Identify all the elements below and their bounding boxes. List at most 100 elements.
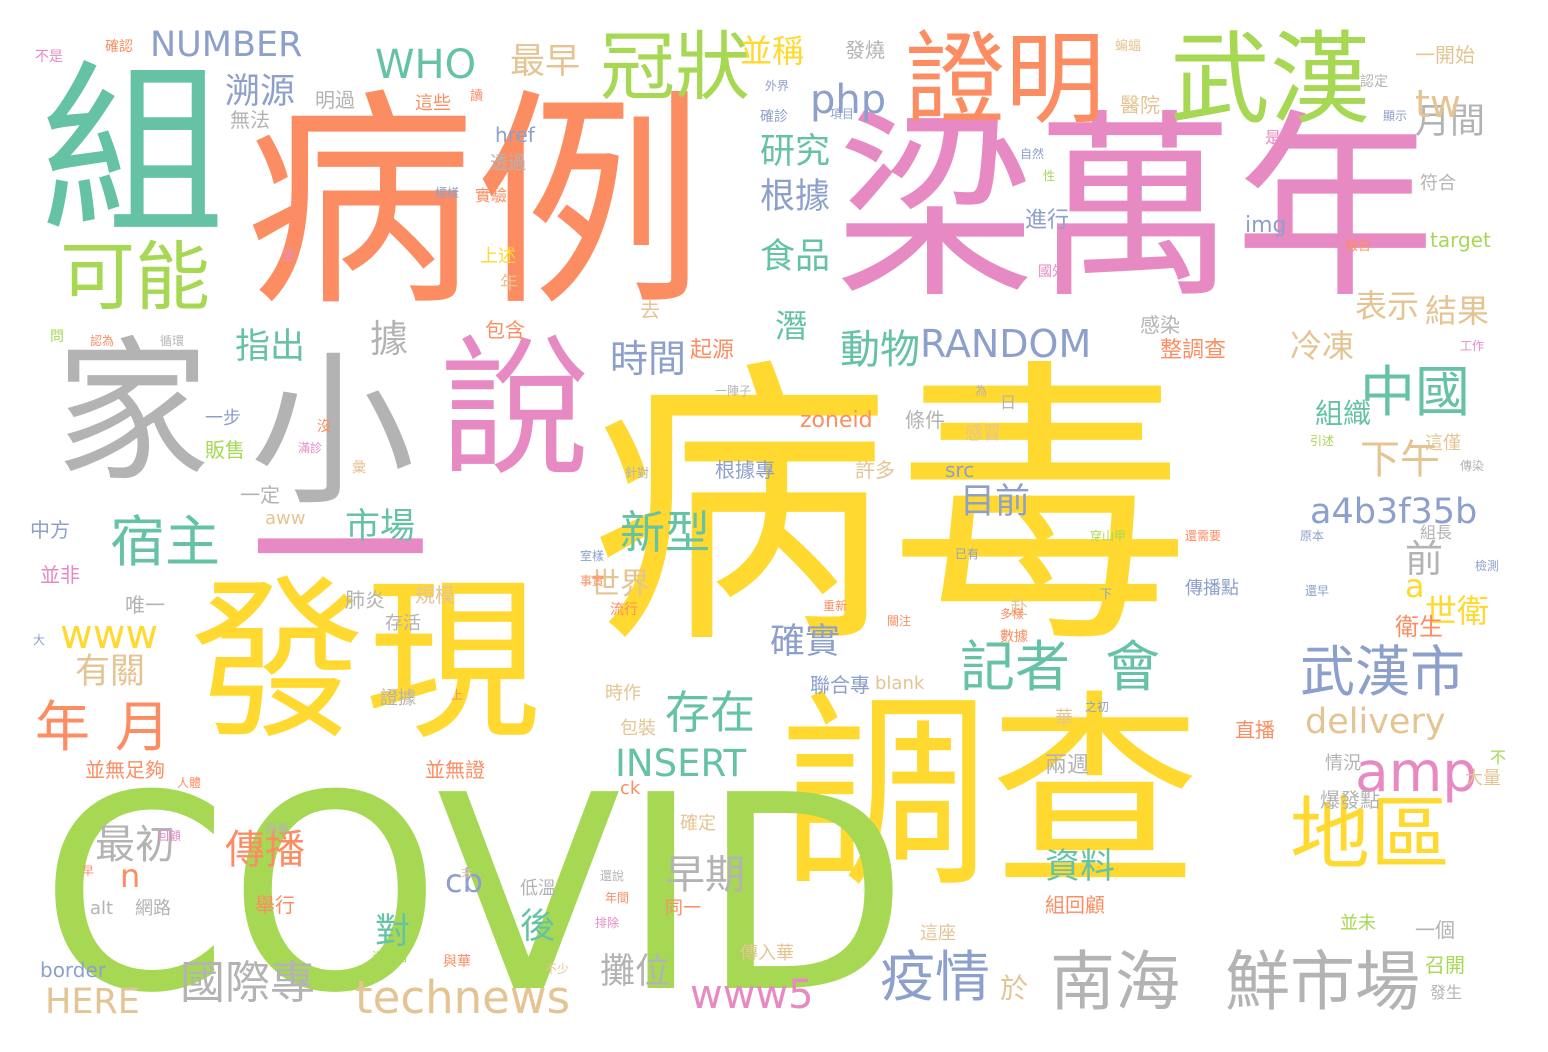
word-46: 動物 — [840, 327, 920, 373]
word-171: 為 — [975, 384, 988, 398]
word-15: 冠狀 — [600, 23, 751, 111]
word-202: 不少 — [545, 962, 570, 976]
word-201: 與華 — [443, 954, 471, 970]
word-203: 早 — [82, 864, 95, 878]
word-5: COVID — [40, 737, 909, 1052]
word-52: 根據 — [760, 177, 831, 217]
word-128: 召開 — [1425, 953, 1465, 977]
word-38: a4b3f35b — [1310, 492, 1478, 532]
word-158: 還需要 — [1185, 529, 1222, 543]
word-147: 報告 — [1345, 239, 1372, 254]
word-166: 關注 — [887, 614, 912, 628]
word-34: WHO — [375, 42, 477, 88]
word-189: 室樣 — [580, 549, 605, 563]
word-33: 市場 — [345, 507, 416, 547]
word-159: 下 — [1100, 587, 1113, 601]
word-152: 引述 — [1310, 434, 1335, 448]
word-63: tw — [1415, 82, 1461, 126]
word-151: 傳染 — [1460, 459, 1485, 473]
word-169: 已有 — [955, 547, 980, 561]
word-149: 工作 — [1460, 339, 1485, 353]
word-45: 早期 — [665, 852, 745, 898]
word-194: 而華 — [265, 822, 290, 836]
word-65: 結果 — [1425, 292, 1490, 330]
word-21: 宿主 — [110, 510, 221, 574]
word-115: 網路 — [135, 898, 171, 919]
word-35: NUMBER — [150, 25, 303, 65]
word-106: 並非 — [40, 563, 80, 587]
word-119: 低溫 — [520, 878, 556, 899]
word-103: 一步 — [205, 408, 241, 429]
word-125: 爆發點 — [1320, 788, 1380, 812]
word-122: 傳入華 — [740, 943, 794, 964]
word-199: 排除 — [595, 916, 620, 930]
word-165: 重新 — [823, 599, 848, 613]
word-36: php — [810, 77, 887, 123]
word-174: 項目 — [830, 107, 855, 121]
word-113: 並無證 — [425, 758, 485, 782]
word-181: 更 — [282, 249, 296, 264]
word-77: 組織 — [1315, 397, 1372, 430]
word-130: 傳播點 — [1185, 578, 1239, 599]
word-116: alt — [90, 898, 114, 919]
word-56: 前 — [1405, 537, 1444, 581]
word-3: 梁萬年 — [835, 93, 1436, 326]
word-39: delivery — [1305, 702, 1446, 742]
word-82: target — [1430, 228, 1491, 252]
word-30: technews — [355, 971, 571, 1024]
word-25: 記者 — [960, 635, 1071, 699]
word-32: www5 — [690, 972, 814, 1018]
word-23: 月 — [115, 695, 171, 759]
word-83: 發燒 — [845, 38, 885, 62]
word-154: 檢測 — [1475, 559, 1500, 573]
word-120: 同一 — [665, 898, 701, 919]
word-186: 滿診 — [298, 441, 323, 455]
word-57: a — [1405, 567, 1425, 605]
word-89: 無法 — [230, 108, 270, 132]
word-49: 最早 — [510, 42, 581, 82]
word-155: 還早 — [1305, 584, 1330, 598]
word-196: 末 — [461, 866, 474, 880]
word-114: 確定 — [680, 813, 716, 834]
word-145: 是否 — [1265, 128, 1298, 147]
word-26: 會 — [1105, 635, 1161, 699]
word-182: 認為 — [90, 334, 115, 348]
word-41: www — [60, 612, 159, 658]
word-71: 後 — [520, 907, 556, 947]
word-141: 華 — [1055, 708, 1073, 729]
word-176: 自然 — [1020, 147, 1045, 161]
word-188: 針對 — [625, 466, 650, 480]
word-161: 不 — [1490, 748, 1507, 767]
word-90: 透過 — [490, 153, 526, 174]
word-87: 明過 — [315, 88, 355, 112]
word-14: 可能 — [60, 233, 211, 321]
word-69: 資料 — [1045, 847, 1116, 887]
word-102: 販售 — [205, 438, 245, 462]
word-85: 醫院 — [1120, 93, 1160, 117]
word-175: 顯示 — [1383, 109, 1408, 123]
word-110: 存活 — [385, 613, 421, 634]
word-27: amp — [1355, 740, 1478, 804]
word-157: 穿山甲 — [1090, 529, 1127, 543]
word-76: 潛 — [775, 307, 808, 345]
word-179: 蝙蝠 — [1115, 39, 1142, 54]
word-44: 最初 — [95, 822, 175, 868]
word-72: 攤位 — [600, 952, 671, 992]
word-51: 研究 — [760, 132, 831, 172]
word-187: 彙 — [352, 460, 366, 476]
word-198: 年間 — [605, 891, 630, 905]
word-191: 上 — [451, 688, 464, 702]
word-73: 於 — [1000, 972, 1029, 1005]
word-66: 冷凍 — [1290, 327, 1355, 365]
word-167: 數據 — [1000, 629, 1028, 645]
word-93: 進行 — [1025, 208, 1070, 233]
word-173: 確診 — [760, 109, 788, 125]
word-43: 傳播 — [225, 827, 305, 873]
word-59: 目前 — [960, 482, 1031, 522]
word-6: 發現 — [190, 561, 540, 764]
word-164: 流行 — [610, 602, 638, 618]
word-163: 並未 — [1340, 913, 1376, 934]
word-150: 這僅 — [1425, 433, 1461, 454]
word-139: 包裝 — [620, 718, 656, 739]
